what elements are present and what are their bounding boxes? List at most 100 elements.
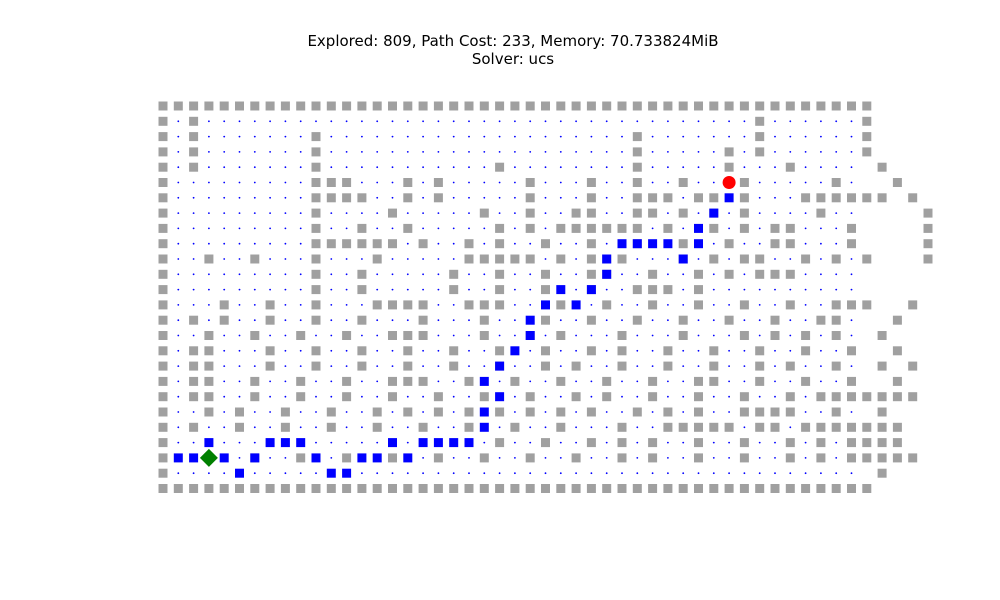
explored-dot — [192, 411, 195, 413]
explored-dot — [774, 212, 776, 215]
explored-dot — [667, 304, 669, 306]
explored-dot — [590, 135, 593, 138]
explored-dot — [605, 166, 608, 169]
explored-dot — [728, 288, 730, 291]
wall-cell — [158, 147, 168, 157]
wall-cell — [739, 407, 749, 417]
explored-dot — [636, 380, 639, 383]
wall-cell — [770, 269, 780, 279]
explored-dot — [253, 135, 256, 138]
wall-cell — [694, 101, 703, 111]
path-cell — [525, 315, 535, 325]
explored-dot — [820, 151, 822, 153]
wall-cell — [908, 361, 918, 371]
explored-dot — [804, 120, 807, 123]
wall-cell — [586, 254, 596, 264]
wall-cell — [250, 376, 260, 386]
explored-dot — [575, 242, 577, 245]
wall-cell — [479, 484, 489, 493]
explored-dot — [575, 426, 577, 429]
wall-cell — [632, 162, 642, 172]
explored-dot — [452, 411, 455, 413]
explored-dot — [299, 472, 302, 475]
explored-dot — [544, 227, 547, 230]
explored-dot — [223, 273, 226, 276]
wall-cell — [648, 438, 658, 448]
wall-cell — [663, 101, 673, 111]
wall-cell — [632, 315, 642, 325]
explored-dot — [498, 380, 501, 383]
wall-cell — [831, 300, 841, 310]
path-cell — [556, 285, 566, 295]
explored-dot — [621, 196, 623, 199]
explored-dot — [192, 181, 195, 184]
explored-dot — [223, 151, 226, 153]
explored-dot — [820, 166, 822, 169]
explored-dot — [636, 349, 639, 352]
explored-dot — [177, 151, 180, 153]
wall-cell — [862, 193, 872, 203]
wall-cell — [632, 208, 642, 218]
explored-dot — [636, 426, 639, 429]
goal-marker — [722, 176, 736, 189]
explored-dot — [667, 120, 669, 123]
explored-dot — [575, 258, 577, 260]
explored-dot — [697, 334, 700, 337]
explored-dot — [208, 212, 210, 215]
wall-cell — [571, 392, 581, 402]
explored-dot — [514, 166, 516, 169]
explored-dot — [743, 166, 746, 169]
explored-dot — [345, 258, 348, 260]
explored-dot — [789, 212, 792, 215]
path-cell — [632, 239, 642, 249]
explored-dot — [223, 212, 226, 215]
explored-dot — [422, 288, 424, 291]
explored-dot — [345, 151, 348, 153]
explored-dot — [544, 472, 547, 475]
wall-cell — [280, 407, 290, 417]
wall-cell — [204, 407, 214, 417]
wall-cell — [311, 300, 321, 310]
explored-dot — [514, 212, 516, 215]
wall-cell — [541, 484, 550, 493]
explored-dot — [437, 258, 440, 260]
wall-cell — [265, 361, 275, 371]
wall-cell — [357, 361, 367, 371]
explored-dot — [667, 181, 669, 184]
wall-cell — [510, 376, 520, 386]
explored-dot — [667, 380, 669, 383]
explored-dot — [835, 441, 838, 444]
explored-dot — [789, 349, 792, 352]
explored-dot — [330, 395, 333, 398]
wall-cell — [296, 392, 306, 402]
wall-cell — [801, 193, 811, 203]
wall-cell — [541, 361, 550, 371]
wall-cell — [586, 438, 596, 448]
wall-cell — [724, 239, 734, 249]
wall-cell — [862, 147, 872, 157]
wall-cell — [785, 407, 795, 417]
wall-cell — [770, 484, 780, 493]
explored-dot — [559, 212, 562, 215]
explored-dot — [452, 242, 455, 245]
explored-dot — [345, 304, 348, 306]
explored-dot — [743, 365, 746, 367]
wall-cell — [724, 315, 734, 325]
wall-cell — [586, 208, 596, 218]
explored-dot — [804, 319, 807, 322]
explored-dot — [177, 365, 180, 367]
explored-dot — [514, 319, 516, 322]
wall-cell — [632, 101, 642, 111]
explored-dot — [529, 349, 532, 352]
explored-dot — [330, 380, 333, 383]
explored-dot — [529, 135, 532, 138]
explored-dot — [544, 135, 547, 138]
wall-cell — [785, 300, 795, 310]
wall-cell — [632, 223, 642, 233]
explored-dot — [774, 135, 776, 138]
wall-cell — [755, 407, 765, 417]
wall-cell — [586, 178, 596, 187]
wall-cell — [755, 254, 765, 264]
explored-dot — [361, 334, 363, 337]
explored-dot — [345, 273, 348, 276]
